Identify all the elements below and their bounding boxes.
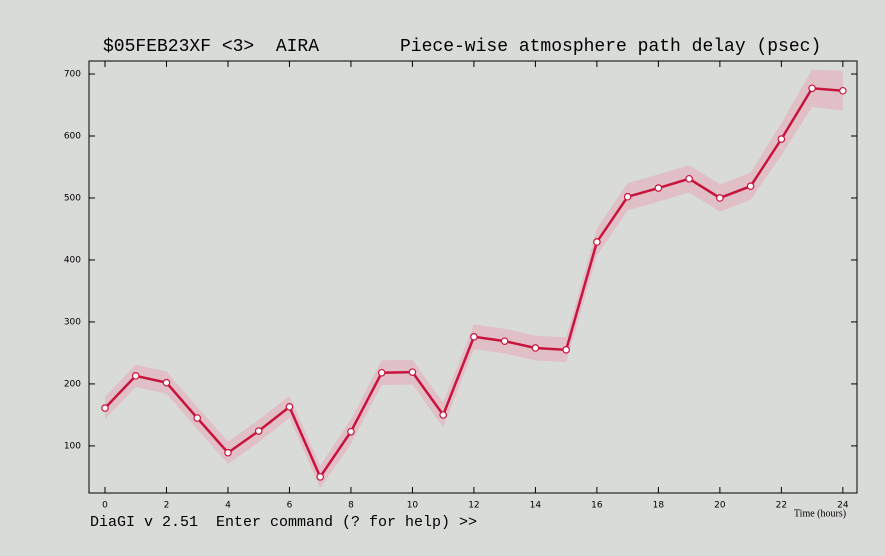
data-point [500, 337, 509, 345]
x-tick-label: 8 [348, 501, 354, 511]
data-point [408, 368, 417, 376]
data-point [716, 194, 724, 202]
data-point [654, 184, 663, 192]
data-point [746, 182, 755, 190]
y-tick-label: 200 [64, 379, 81, 389]
data-point [685, 174, 693, 183]
data-point [377, 368, 386, 377]
x-tick-label: 24 [837, 501, 849, 511]
y-tick-label: 500 [64, 193, 81, 203]
x-tick-label: 18 [653, 501, 665, 511]
y-tick-label: 600 [64, 131, 81, 141]
data-point [193, 414, 202, 422]
data-point [439, 411, 447, 419]
x-tick-label: 0 [102, 501, 108, 511]
chart-subtitle: Piece-wise atmosphere path delay (psec) [400, 37, 821, 57]
x-tick-label: 4 [225, 501, 231, 511]
data-point [316, 473, 324, 481]
command-prompt: DiaGI v 2.51 Enter command (? for help) … [90, 514, 477, 531]
data-point [808, 84, 816, 93]
data-point [777, 135, 786, 143]
x-tick-label: 20 [714, 501, 726, 511]
data-point [531, 344, 540, 352]
data-point [162, 378, 171, 387]
x-tick-label: 10 [407, 501, 419, 511]
x-axis-label: Time (hours) [794, 508, 846, 519]
data-point [562, 346, 570, 354]
plot-frame [88, 60, 858, 494]
y-tick-label: 700 [64, 70, 81, 80]
data-point [347, 427, 355, 436]
x-tick-label: 12 [468, 501, 479, 511]
x-tick-label: 16 [591, 501, 603, 511]
x-tick-label: 22 [776, 501, 787, 511]
data-point [224, 448, 232, 457]
data-point [623, 192, 632, 201]
data-point [101, 404, 109, 412]
x-tick-label: 6 [287, 501, 293, 511]
data-point [839, 86, 847, 95]
y-tick-label: 100 [64, 441, 81, 451]
x-tick-label: 14 [530, 501, 542, 511]
data-point [285, 403, 294, 411]
data-point [131, 372, 140, 380]
data-point [593, 238, 601, 246]
y-tick-label: 300 [64, 317, 81, 327]
data-point [254, 427, 263, 435]
x-tick-label: 2 [164, 501, 170, 511]
chart-title: $05FEB23XF <3> AIRA [103, 37, 319, 57]
data-point [470, 333, 478, 341]
y-tick-label: 400 [64, 255, 81, 265]
